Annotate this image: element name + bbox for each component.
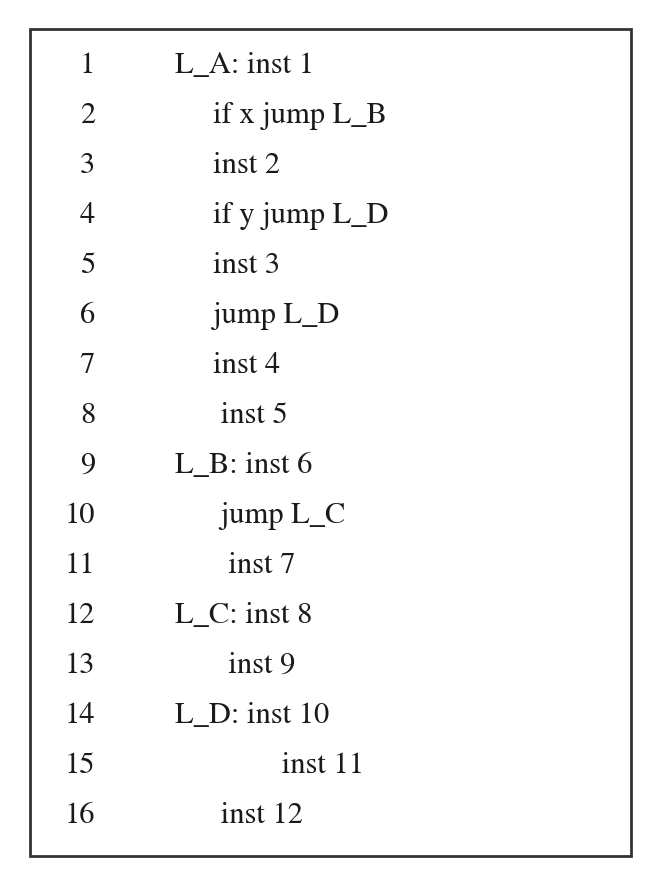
Text: L_C: inst 8: L_C: inst 8 xyxy=(175,602,313,629)
Text: 16: 16 xyxy=(65,801,95,828)
Text: 12: 12 xyxy=(65,602,95,629)
Text: jump L_D: jump L_D xyxy=(175,301,339,330)
Text: inst 7: inst 7 xyxy=(175,551,295,579)
Text: 11: 11 xyxy=(65,551,95,579)
Text: 6: 6 xyxy=(80,301,95,330)
Text: inst 9: inst 9 xyxy=(175,651,295,679)
Text: inst 4: inst 4 xyxy=(175,352,280,379)
Text: 1: 1 xyxy=(80,52,95,80)
Text: if x jump L_B: if x jump L_B xyxy=(175,102,387,130)
Text: inst 3: inst 3 xyxy=(175,252,280,279)
Text: 10: 10 xyxy=(65,501,95,529)
Text: inst 11: inst 11 xyxy=(175,751,364,779)
Text: 14: 14 xyxy=(65,701,95,729)
Text: L_A: inst 1: L_A: inst 1 xyxy=(175,52,314,80)
Text: if y jump L_D: if y jump L_D xyxy=(175,202,389,229)
Text: 8: 8 xyxy=(80,401,95,430)
Text: 7: 7 xyxy=(80,352,95,379)
Text: 4: 4 xyxy=(80,202,95,229)
Text: inst 2: inst 2 xyxy=(175,152,280,180)
Text: 9: 9 xyxy=(80,452,95,479)
Text: inst 5: inst 5 xyxy=(175,401,288,430)
Text: 2: 2 xyxy=(80,102,95,129)
Text: L_B: inst 6: L_B: inst 6 xyxy=(175,452,313,479)
Text: inst 12: inst 12 xyxy=(175,801,303,828)
Text: jump L_C: jump L_C xyxy=(175,501,346,530)
Text: 15: 15 xyxy=(65,751,95,779)
Text: 3: 3 xyxy=(80,152,95,180)
Text: 13: 13 xyxy=(65,651,95,679)
Text: 5: 5 xyxy=(80,252,95,279)
Text: L_D: inst 10: L_D: inst 10 xyxy=(175,701,329,729)
